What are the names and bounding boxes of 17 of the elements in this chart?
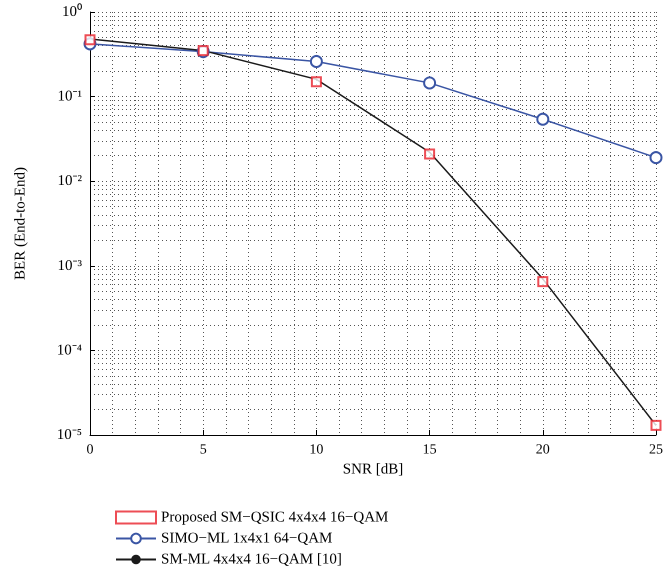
x-tick-label: 15: [422, 442, 437, 458]
x-tick-label: 25: [649, 442, 663, 458]
y-tick-label: 10⁻²: [58, 173, 82, 190]
legend-label: SIMO−ML 1x4x1 64−QAM: [161, 530, 332, 546]
x-tick-label: 5: [200, 442, 207, 458]
y-tick-label: 10⁰: [62, 3, 82, 20]
x-axis-title: SNR [dB]: [342, 461, 404, 478]
y-tick-label: 10⁻¹: [58, 88, 82, 105]
y-tick-label: 10⁻⁵: [56, 427, 82, 443]
x-tick-label: 20: [536, 442, 550, 458]
x-tick-label: 10: [309, 442, 324, 458]
y-tick-label: 10⁻⁴: [56, 342, 82, 358]
legend-label: SM-ML 4x4x4 16−QAM [10]: [161, 552, 342, 568]
y-tick-label: 10⁻³: [58, 258, 82, 274]
legend-label: Proposed SM−QSIC 4x4x4 16−QAM: [161, 510, 388, 526]
x-tick-label: 0: [86, 442, 94, 458]
y-axis-title: BER (End-to-End): [12, 167, 28, 280]
